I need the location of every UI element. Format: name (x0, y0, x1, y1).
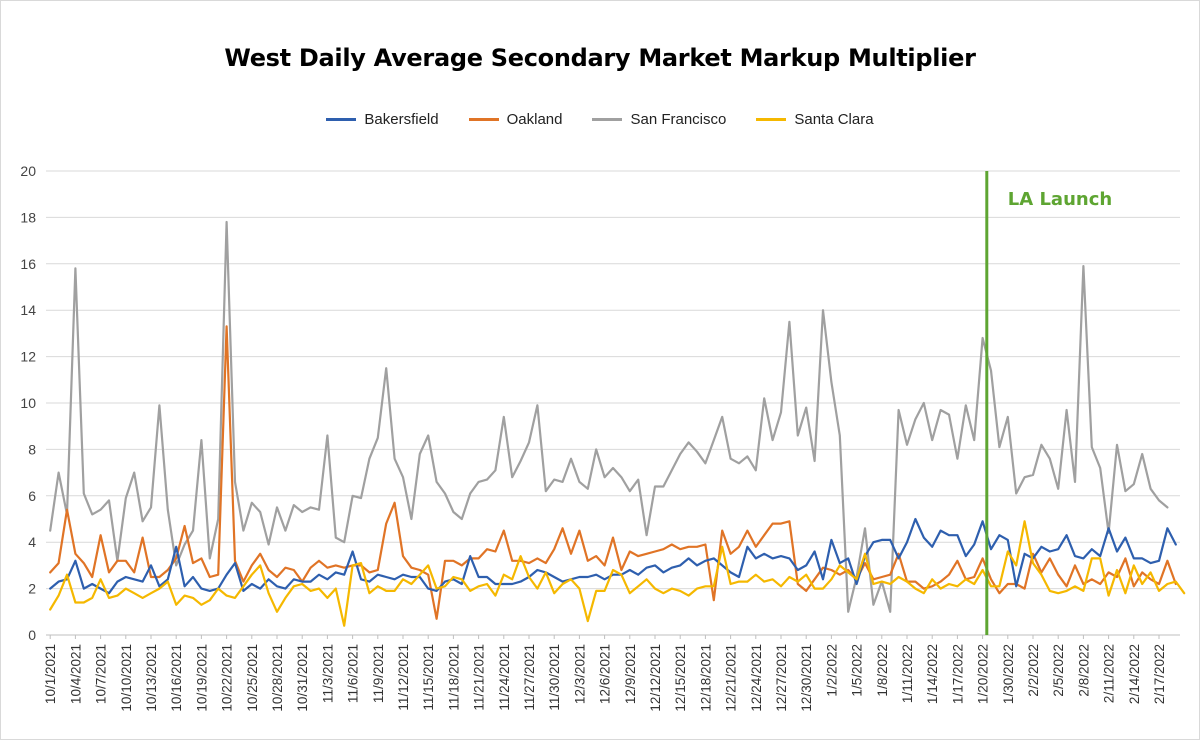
x-tick-label: 10/28/2021 (270, 644, 285, 712)
x-tick-label: 10/16/2021 (169, 644, 184, 712)
y-tick-label: 12 (20, 349, 36, 365)
x-tick-label: 12/15/2021 (673, 644, 688, 712)
y-tick-label: 2 (28, 581, 36, 597)
y-tick-label: 8 (28, 441, 36, 457)
legend-label: Santa Clara (794, 111, 874, 128)
x-tick-label: 1/14/2022 (925, 644, 940, 704)
x-tick-label: 1/8/2022 (875, 644, 890, 697)
x-tick-label: 10/4/2021 (68, 644, 83, 704)
chart-title: West Daily Average Secondary Market Mark… (224, 44, 976, 72)
x-tick-label: 12/12/2021 (648, 644, 663, 712)
x-tick-label: 1/5/2022 (850, 644, 865, 697)
legend-swatch (326, 118, 357, 121)
x-tick-label: 10/22/2021 (220, 644, 235, 712)
legend-item: San Francisco (592, 111, 726, 128)
legend-label: San Francisco (630, 111, 727, 128)
annotation-label: LA Launch (1008, 189, 1112, 210)
x-tick-label: 12/21/2021 (724, 644, 739, 712)
x-tick-label: 1/17/2022 (950, 644, 965, 704)
x-tick-label: 1/30/2022 (1001, 644, 1016, 704)
legend-item: Santa Clara (756, 111, 874, 128)
legend-label: Bakersfield (364, 111, 439, 128)
x-tick-label: 2/14/2022 (1127, 644, 1142, 704)
legend-label: Oakland (506, 111, 563, 128)
x-tick-label: 2/8/2022 (1076, 644, 1091, 697)
x-tick-label: 10/19/2021 (194, 644, 209, 712)
legend-item: Oakland (468, 111, 563, 128)
y-tick-label: 0 (28, 627, 36, 643)
legend-swatch (592, 118, 623, 121)
x-tick-label: 11/27/2021 (522, 644, 537, 711)
x-tick-label: 12/30/2021 (799, 644, 814, 712)
legend-swatch (756, 118, 787, 121)
legend-item: Bakersfield (326, 111, 439, 128)
x-tick-label: 11/6/2021 (346, 644, 361, 703)
y-tick-label: 20 (20, 163, 36, 179)
x-tick-label: 11/15/2021 (421, 644, 436, 711)
x-tick-label: 1/2/2022 (824, 644, 839, 697)
x-tick-label: 2/2/2022 (1026, 644, 1041, 697)
series-line-santa-clara (49, 520, 1186, 627)
x-tick-label: 2/5/2022 (1051, 644, 1066, 697)
series-line-san-francisco (49, 220, 1169, 613)
x-tick-label: 12/9/2021 (623, 644, 638, 704)
x-tick-label: 12/18/2021 (698, 644, 713, 712)
x-tick-label: 11/21/2021 (472, 644, 487, 711)
x-tick-label: 10/25/2021 (245, 644, 260, 712)
x-tick-label: 11/9/2021 (371, 644, 386, 703)
x-tick-label: 11/3/2021 (320, 644, 335, 703)
legend-swatch (468, 118, 499, 121)
x-tick-label: 12/27/2021 (774, 644, 789, 712)
x-tick-label: 10/10/2021 (119, 644, 134, 712)
y-tick-label: 18 (20, 209, 36, 225)
y-tick-label: 6 (28, 488, 36, 504)
x-tick-label: 11/24/2021 (497, 644, 512, 711)
y-tick-label: 16 (20, 256, 36, 272)
x-tick-label: 11/12/2021 (396, 644, 411, 711)
x-tick-label: 10/7/2021 (94, 644, 109, 704)
x-tick-label: 10/31/2021 (295, 644, 310, 712)
y-tick-label: 10 (20, 395, 36, 411)
x-tick-label: 2/17/2022 (1152, 644, 1167, 704)
x-tick-label: 11/30/2021 (547, 644, 562, 711)
chart-legend: Bakersfield Oakland San Francisco Santa Cla… (0, 111, 1200, 128)
x-tick-label: 1/20/2022 (976, 644, 991, 704)
x-tick-label: 10/13/2021 (144, 644, 159, 712)
x-tick-label: 11/18/2021 (446, 644, 461, 711)
x-tick-label: 2/11/2022 (1102, 644, 1117, 703)
y-tick-label: 4 (28, 534, 36, 550)
x-tick-label: 1/11/2022 (900, 644, 915, 703)
x-tick-label: 12/6/2021 (598, 644, 613, 704)
x-tick-label: 12/3/2021 (572, 644, 587, 704)
x-tick-label: 12/24/2021 (749, 644, 764, 712)
x-tick-label: 10/1/2021 (43, 644, 58, 704)
y-tick-label: 14 (20, 302, 36, 318)
